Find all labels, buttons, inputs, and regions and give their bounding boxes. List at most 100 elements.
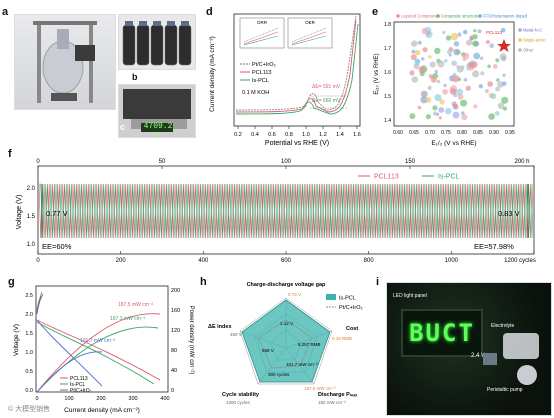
scatter-point [442,89,448,95]
legend-e-3: Metal-N-C [523,28,542,33]
val-cost-outer: 0.16 RMB [332,336,352,341]
tick-label-f-top: 50 [159,159,166,165]
y-left-label-g: Voltage (V) [13,324,20,356]
chart-g: Voltage (V) Power density (mW cm⁻²) Curr… [13,285,194,414]
tick-label-f-top: 100 [281,159,292,165]
tick-label-d: 1.4 [336,132,344,138]
tick-label-g-yr: 200 [171,288,180,294]
scatter-point [457,93,464,100]
pol-pcl113 [36,319,161,381]
scatter-point [437,60,445,68]
photo-scale: 4709.2 g [118,84,196,138]
axis-voltage-gap: Charge-discharge voltage gap [247,282,326,288]
tick-label-f-bottom: 200 [116,258,127,264]
val-pmax-ref: 180 mW cm⁻² [318,400,346,405]
scale-reading: 4709.2 g [143,122,173,138]
ee-left: EE=60% [42,242,72,251]
scatter-point [473,52,481,60]
tick-label-f-bottom: 1000 [445,258,459,264]
scatter-point [418,66,426,74]
panel-label-a: a [2,6,9,18]
scatter-point [411,49,416,54]
scatter-point [430,76,437,83]
pol-ptc [36,319,103,387]
y-axis-label: Current density (mA cm⁻²) [209,36,216,112]
photo-bottles [118,14,196,70]
tick-label-d: 0.8 [285,132,293,138]
scatter-point [450,32,458,41]
tick-label-f-y: 1.5 [27,214,36,220]
scatter-point [462,52,470,60]
scatter-point [478,84,483,89]
legend-h-0: Is-PCL [339,296,356,302]
scatter-point [410,54,417,61]
tick-label-e-x: 0.95 [505,130,515,136]
scatter-point [457,32,462,37]
scatter-point [421,27,428,35]
tick-label-g-yl: 1.0 [25,350,33,356]
highlight-star [497,39,511,52]
panel-label-g: g [8,276,15,288]
legend-f: PCL113 Is-PCL [358,174,460,181]
scatter-point [484,89,489,93]
tick-label-g-x: 300 [128,396,137,402]
scatter-point [452,111,460,119]
scatter-point [456,65,464,73]
scatter-point [466,39,473,46]
power-ptc [36,351,103,393]
scatter-point [434,94,442,101]
scatter-point [495,86,500,92]
tick-label-g-yl: 0.0 [25,388,33,394]
tick-label-g-yr: 120 [171,328,180,334]
scatter-point [428,55,432,59]
curve-pcl113 [235,19,357,113]
y-axis-label-e: Eⱼ₁₀ (V vs RHE) [374,53,380,94]
tick-label-f-top: 200 h [514,159,529,165]
x-axis-label-e: E₁/₂ (V vs RHE) [431,140,476,147]
ee-right: EE=57.98% [474,242,514,251]
tick-label-g-x: 0 [35,396,38,402]
axis-pmax: Discharge Pₘₐₓ [318,392,358,398]
inset-orr-title: ORR [257,20,268,25]
scatter-point [449,88,457,95]
val-de-mid: 658 V [262,348,274,353]
tick-label-e-y: 1.6 [384,70,391,76]
tick-label-d: 0.2 [234,132,242,138]
chart-e: Eⱼ₁₀ (V vs RHE) E₁/₂ (V vs RHE) 0.60 0.65… [374,14,546,148]
tick-label-g-yl: 0.5 [25,369,33,375]
scatter-point [429,61,436,68]
tick-label-d: 1.2 [319,132,327,138]
scatter-point [438,107,445,113]
legend-d-ispcl: Is-PCL [252,78,269,84]
scatter-point [487,81,493,87]
axis-cycle: Cycle stability [222,392,260,398]
tick-label-e-x: 0.65 [409,130,419,136]
tick-label-e-x: 0.80 [457,130,467,136]
scatter-point [473,104,478,109]
axis-delta-e: ΔE index [208,324,232,330]
scatter-point [489,43,495,49]
scatter-point [469,61,477,69]
tick-label-e-x: 0.70 [425,130,435,136]
scatter-point [411,76,418,83]
legend-f-ispcl: Is-PCL [438,174,460,181]
scatter-point [422,47,428,53]
tick-label-e-x: 0.85 [473,130,483,136]
legend-e: Layered Compounds Composite structures F… [396,14,546,53]
scatter-point [436,79,441,84]
y-right-label-g: Power density (mW cm⁻²) [188,306,194,375]
photo-led-demo: BUCT LED light panel Electrolyte 2.4 V P… [386,282,552,416]
tick-label-g-yr: 80 [171,348,177,354]
scatter-point [432,105,438,111]
tick-label-e-y: 1.5 [384,94,391,100]
tick-label-f-bottom: 800 [364,258,375,264]
legend-d-ptc: Pt/C+IrO₂ [252,62,276,68]
scatter-point [453,48,460,56]
scatter-point [451,60,457,66]
label-led-panel: LED light panel [393,293,427,299]
val-pmax-outer: 187.5 mW cm⁻² [304,386,336,391]
scatter-point [472,40,479,47]
curve-ptc [235,15,357,111]
highlight-label: PCL113 [486,30,502,35]
scatter-point [409,70,415,76]
